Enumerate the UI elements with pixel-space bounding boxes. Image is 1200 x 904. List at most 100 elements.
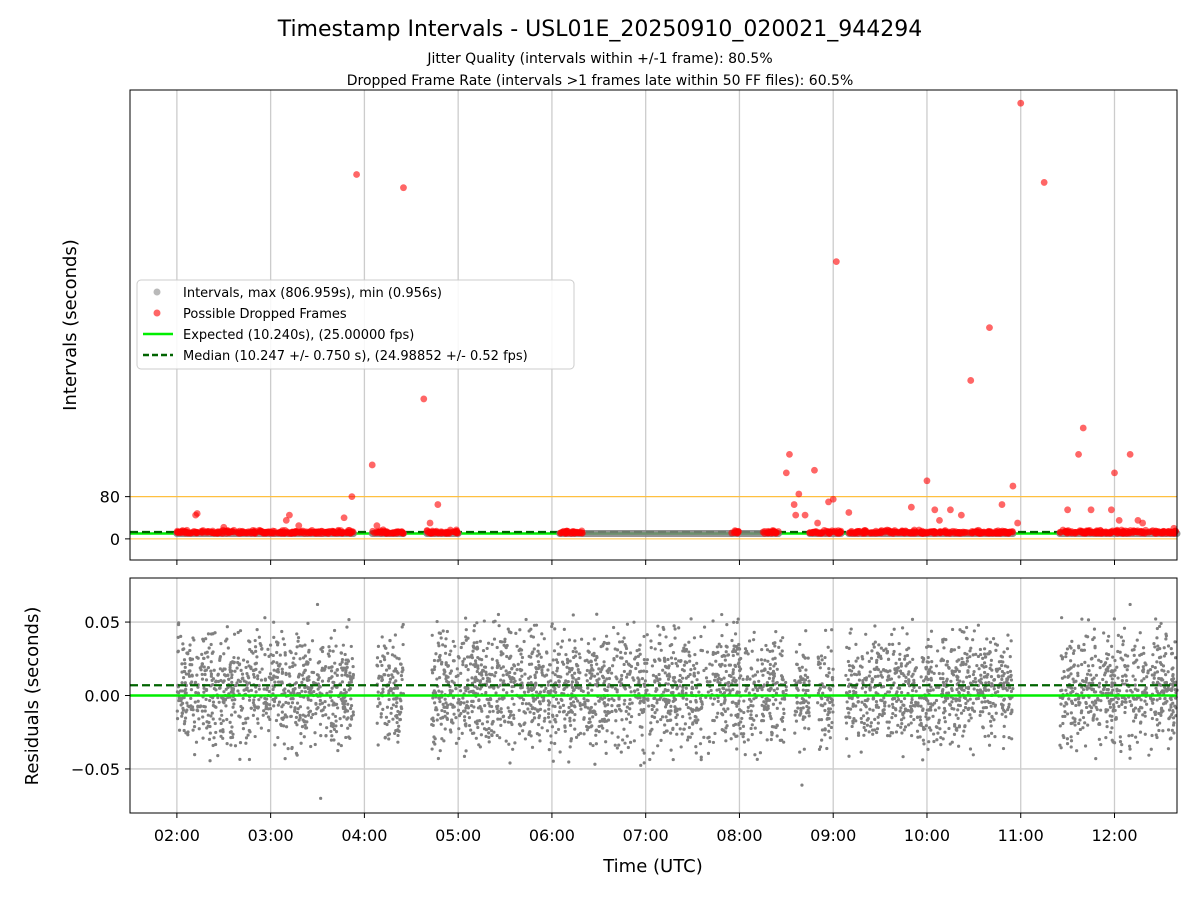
dropped-frame-point xyxy=(425,529,432,536)
residual-point xyxy=(737,702,740,705)
residual-point xyxy=(211,683,214,686)
residual-point xyxy=(505,691,508,694)
residual-point xyxy=(918,686,921,689)
residual-point xyxy=(695,751,698,754)
residual-point xyxy=(981,657,984,660)
residual-point xyxy=(538,739,541,742)
residual-point xyxy=(1105,725,1108,728)
dropped-frame-point xyxy=(369,462,376,469)
residual-point xyxy=(556,667,559,670)
residual-point xyxy=(1093,713,1096,716)
residual-point xyxy=(657,673,660,676)
residual-point xyxy=(334,644,337,647)
residual-point xyxy=(498,664,501,667)
residual-point xyxy=(535,691,538,694)
residual-point xyxy=(688,660,691,663)
residual-point xyxy=(1131,675,1134,678)
residual-point xyxy=(667,710,670,713)
residual-point xyxy=(281,711,284,714)
residual-point xyxy=(537,660,540,663)
residual-point xyxy=(1164,652,1167,655)
residual-point xyxy=(217,680,220,683)
residual-point xyxy=(387,674,390,677)
residual-point xyxy=(238,662,241,665)
residual-point xyxy=(722,677,725,680)
residual-point xyxy=(636,649,639,652)
residual-point xyxy=(295,716,298,719)
residual-point xyxy=(200,653,203,656)
residual-point xyxy=(386,652,389,655)
residual-point xyxy=(285,725,288,728)
residual-point xyxy=(684,722,687,725)
residual-point xyxy=(772,725,775,728)
residual-point xyxy=(922,657,925,660)
residual-point xyxy=(764,644,767,647)
residual-point xyxy=(801,666,804,669)
residual-point xyxy=(703,626,706,629)
residual-point xyxy=(848,716,851,719)
residual-point xyxy=(766,660,769,663)
residual-point xyxy=(381,635,384,638)
residual-point xyxy=(567,760,570,763)
residual-point xyxy=(646,699,649,702)
residual-point xyxy=(736,652,739,655)
residual-point xyxy=(721,713,724,716)
residual-point xyxy=(438,631,441,634)
residual-point xyxy=(309,688,312,691)
residual-point xyxy=(211,679,214,682)
residual-point xyxy=(870,649,873,652)
residual-point xyxy=(990,724,993,727)
residual-point xyxy=(819,687,822,690)
residual-point xyxy=(208,759,211,762)
residual-point xyxy=(981,664,984,667)
residual-point xyxy=(304,723,307,726)
residual-point xyxy=(523,640,526,643)
residual-point xyxy=(288,666,291,669)
residual-point xyxy=(639,700,642,703)
residual-point xyxy=(686,738,689,741)
residual-point xyxy=(198,727,201,730)
residual-point xyxy=(925,724,928,727)
residual-point xyxy=(220,714,223,717)
residual-point xyxy=(464,689,467,692)
residual-point xyxy=(906,709,909,712)
residual-point xyxy=(459,689,462,692)
residual-point xyxy=(391,718,394,721)
residual-point xyxy=(990,732,993,735)
residual-point xyxy=(202,722,205,725)
residual-point xyxy=(476,656,479,659)
residual-point xyxy=(684,660,687,663)
residual-point xyxy=(605,714,608,717)
residual-point xyxy=(693,636,696,639)
residual-point xyxy=(1004,664,1007,667)
residual-point xyxy=(927,740,930,743)
residual-point xyxy=(661,669,664,672)
residual-point xyxy=(334,671,337,674)
residual-point xyxy=(825,747,828,750)
residual-point xyxy=(748,691,751,694)
residual-point xyxy=(963,725,966,728)
residual-point xyxy=(457,698,460,701)
residual-point xyxy=(866,697,869,700)
residual-point xyxy=(862,734,865,737)
residual-point xyxy=(864,633,867,636)
residual-point xyxy=(943,707,946,710)
residual-point xyxy=(1001,713,1004,716)
residual-point xyxy=(377,697,380,700)
residual-point xyxy=(463,715,466,718)
residual-point xyxy=(763,667,766,670)
residual-point xyxy=(209,669,212,672)
residual-point xyxy=(728,674,731,677)
residual-point xyxy=(873,645,876,648)
residual-point xyxy=(919,715,922,718)
residual-point xyxy=(394,667,397,670)
residual-point xyxy=(1126,668,1129,671)
residual-point xyxy=(749,713,752,716)
residual-point xyxy=(557,728,560,731)
residual-point xyxy=(324,713,327,716)
residual-point xyxy=(345,625,348,628)
residual-point xyxy=(229,744,232,747)
residual-point xyxy=(597,667,600,670)
residual-point xyxy=(805,711,808,714)
residual-point xyxy=(526,707,529,710)
